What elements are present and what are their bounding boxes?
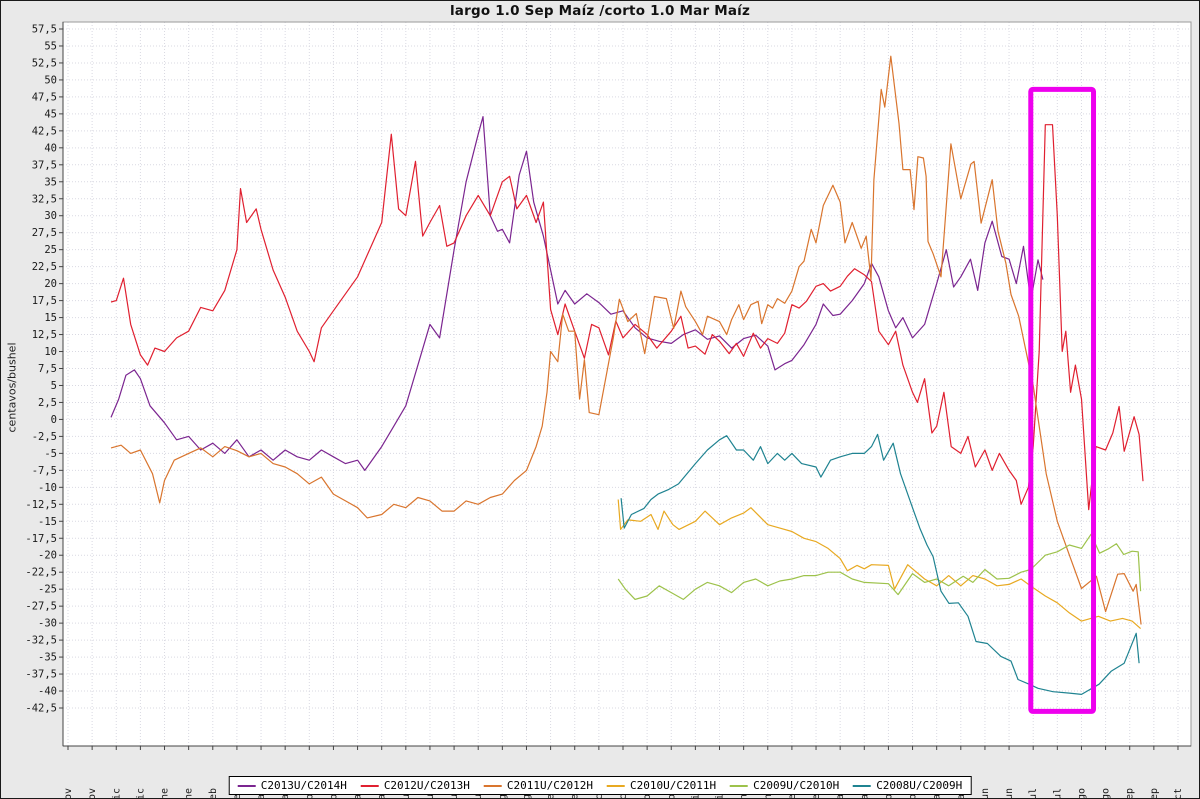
series-line-C2013U-C2014H xyxy=(110,115,1044,471)
y-tick-label: -7,5 xyxy=(32,465,57,477)
y-tick-label: 35 xyxy=(44,176,57,188)
y-tick-label: -30 xyxy=(38,618,57,630)
y-tick-label: -20 xyxy=(38,550,57,562)
plot-background xyxy=(63,22,1191,746)
x-tick-label: 21-ago xyxy=(1101,788,1112,798)
chart-title: largo 1.0 Sep Maíz /corto 1.0 Mar Maíz xyxy=(449,3,751,19)
y-tick-label: 25 xyxy=(44,244,57,256)
chart-legend: C2013U/C2014H C2012U/C2013H C2011U/C2012H C… xyxy=(228,776,972,795)
legend-swatch-icon xyxy=(237,784,256,787)
series-line-C2011U-C2012H xyxy=(110,55,1142,625)
legend-item-C2011U-C2012H: C2011U/C2012H xyxy=(483,779,593,792)
y-tick-label: -32,5 xyxy=(25,635,57,647)
y-tick-label: 15 xyxy=(44,312,57,324)
y-tick-label: 32,5 xyxy=(32,193,57,205)
x-tick-label: 5-sep xyxy=(1125,788,1136,798)
legend-item-C2010U-C2011H: C2010U/C2011H xyxy=(607,779,716,792)
y-tick-label: 7,5 xyxy=(38,363,57,375)
y-tick-label: 5 xyxy=(51,380,57,392)
x-tick-label: 30-nov xyxy=(87,788,98,798)
y-tick-label: 20 xyxy=(44,278,57,290)
series-line-C2012U-C2013H xyxy=(110,124,1144,511)
x-tick-label: 29-ene xyxy=(184,788,195,798)
x-tick-label: 5-oct xyxy=(1173,788,1184,798)
y-tick-label: 55 xyxy=(44,40,57,52)
legend-swatch-icon xyxy=(360,784,379,787)
legend-swatch-icon xyxy=(483,784,502,787)
y-tick-label: -35 xyxy=(38,652,57,664)
y-tick-label: 12,5 xyxy=(32,329,57,341)
y-tick-label: -2,5 xyxy=(32,431,57,443)
y-tick-label: 42,5 xyxy=(32,125,57,137)
legend-label: C2010U/C2011H xyxy=(630,779,717,792)
legend-label: C2011U/C2012H xyxy=(506,779,593,792)
legend-item-C2009U-C2010H: C2009U/C2010H xyxy=(730,779,839,792)
x-tick-label: 22-jul xyxy=(1052,788,1063,798)
y-tick-label: 45 xyxy=(44,108,57,120)
y-tick-label: 57,5 xyxy=(32,24,57,36)
legend-swatch-icon xyxy=(730,784,749,787)
y-tick-label: -10 xyxy=(38,482,57,494)
y-tick-label: -17,5 xyxy=(25,533,57,545)
legend-item-C2008U-C2009H: C2008U/C2009H xyxy=(853,779,962,792)
y-tick-label: -40 xyxy=(38,686,57,698)
y-tick-label: 30 xyxy=(44,210,57,222)
y-tick-label: 47,5 xyxy=(32,91,57,103)
y-tick-label: 22,5 xyxy=(32,261,57,273)
y-tick-label: 27,5 xyxy=(32,227,57,239)
y-tick-label: 50 xyxy=(44,74,57,86)
y-tick-label: -27,5 xyxy=(25,601,57,613)
y-tick-label: 10 xyxy=(44,346,57,358)
x-tick-label: 20-sep xyxy=(1149,788,1160,798)
y-tick-label: 40 xyxy=(44,142,57,154)
y-tick-label: -5 xyxy=(44,448,57,460)
x-tick-label: 6-ago xyxy=(1076,788,1087,798)
y-tick-label: -12,5 xyxy=(25,499,57,511)
x-tick-label: 14-ene xyxy=(160,788,171,798)
x-tick-label: 15-nov xyxy=(63,788,74,798)
x-tick-label: 7-jun xyxy=(980,788,991,798)
legend-item-C2013U-C2014H: C2013U/C2014H xyxy=(237,779,347,792)
series-line-C2009U-C2010H xyxy=(617,533,1142,601)
x-tick-label: 22-jun xyxy=(1004,788,1015,798)
x-tick-label: 7-jul xyxy=(1028,788,1039,798)
legend-swatch-icon xyxy=(607,784,625,787)
y-tick-label: 37,5 xyxy=(32,159,57,171)
legend-item-C2012U-C2013H: C2012U/C2013H xyxy=(360,779,470,792)
y-tick-label: 0 xyxy=(51,414,57,426)
y-tick-label: 17,5 xyxy=(32,295,57,307)
y-tick-label: -42,5 xyxy=(25,703,57,715)
y-tick-label: 52,5 xyxy=(32,57,57,69)
y-tick-label: -15 xyxy=(38,516,57,528)
legend-label: C2012U/C2013H xyxy=(383,779,470,792)
y-tick-label: 2,5 xyxy=(38,397,57,409)
series-line-C2010U-C2011H xyxy=(617,499,1141,630)
x-tick-label: 15-dic xyxy=(111,788,122,798)
legend-label: C2008U/C2009H xyxy=(876,779,963,792)
y-tick-label: -25 xyxy=(38,584,57,596)
legend-swatch-icon xyxy=(853,784,872,787)
legend-label: C2009U/C2010H xyxy=(753,779,840,792)
highlight-box xyxy=(1028,86,1097,714)
y-tick-label: -22,5 xyxy=(25,567,57,579)
y-tick-label: -37,5 xyxy=(25,669,57,681)
x-tick-label: 13-feb xyxy=(208,788,219,798)
x-tick-label: 30-dic xyxy=(135,788,146,798)
legend-label: C2013U/C2014H xyxy=(260,779,347,792)
